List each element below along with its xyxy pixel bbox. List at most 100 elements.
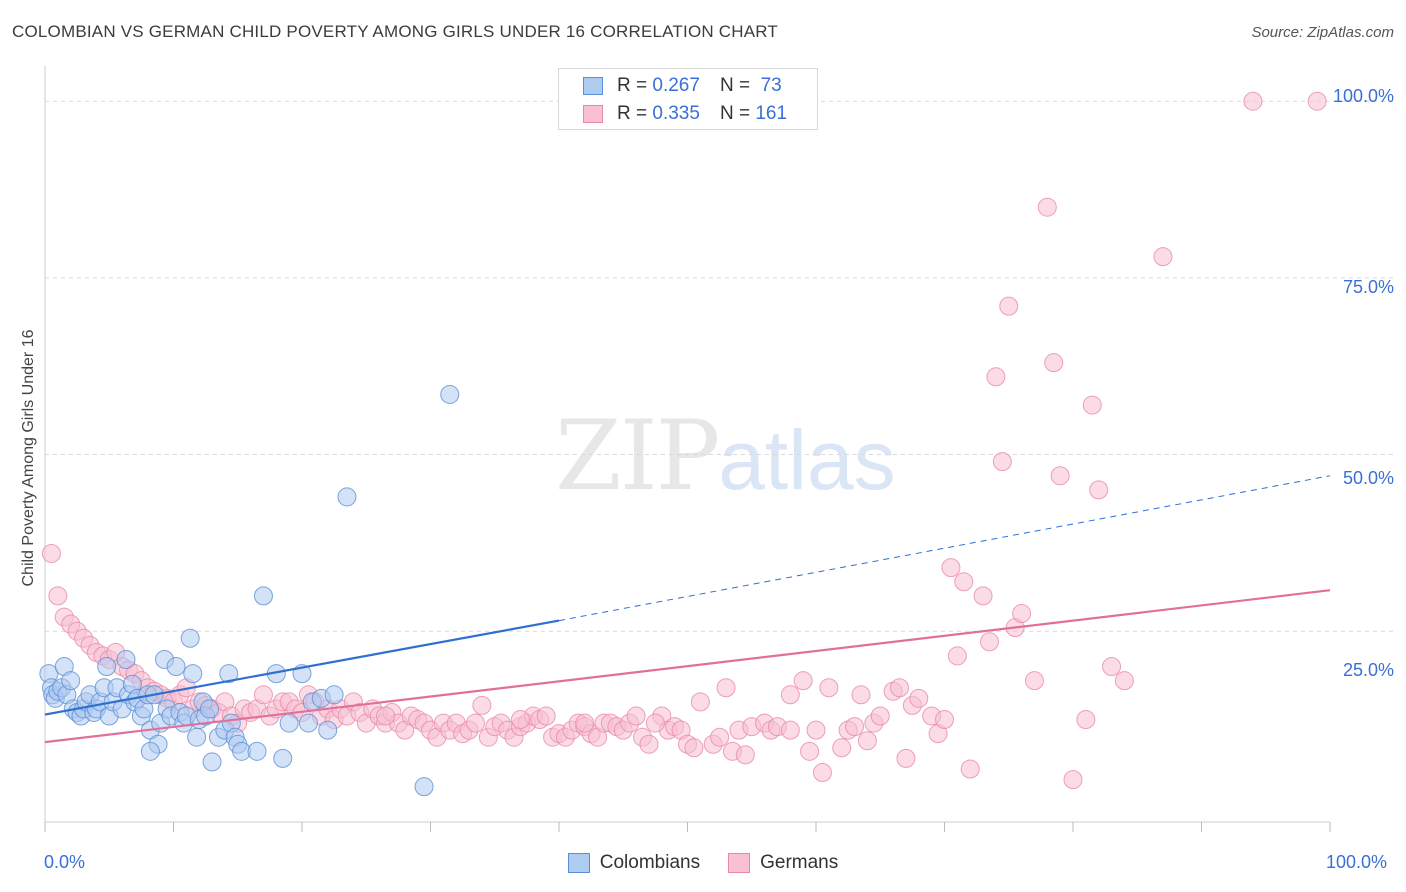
germans-trend-line — [44, 589, 1331, 744]
germans-point — [870, 706, 890, 726]
legend-n-label: N = — [719, 75, 751, 96]
germans-point — [1243, 91, 1263, 111]
legend-item-germans: Germans — [728, 852, 838, 874]
germans-point — [376, 706, 396, 726]
germans-point — [780, 720, 800, 740]
legend-r-label: R = — [617, 103, 648, 124]
germans-point — [472, 695, 492, 715]
legend-swatch-germans — [728, 853, 751, 873]
colombians-point — [140, 741, 160, 761]
germans-point — [935, 710, 954, 730]
germans-point — [1114, 671, 1134, 691]
legend-r-value: 0.267 — [652, 75, 700, 96]
germans-point — [48, 586, 68, 606]
germans-point — [857, 731, 877, 751]
germans-point — [1044, 353, 1064, 373]
watermark-atlas: atlas — [718, 413, 896, 507]
series-legend: Colombians Germans — [0, 852, 1406, 874]
germans-point — [806, 720, 826, 740]
colombians-point — [298, 713, 318, 733]
germans-point — [626, 706, 646, 726]
germans-point — [1050, 466, 1070, 486]
colombians-point — [253, 586, 273, 606]
legend-swatch-germans — [583, 105, 603, 123]
watermark: ZIPatlas — [555, 400, 896, 512]
x-tick-label-max: 100.0% — [1326, 852, 1388, 872]
trend-lines — [44, 475, 1331, 744]
y-tick-label-25: 25.0% — [1342, 660, 1394, 680]
germans-point — [690, 692, 710, 712]
germans-point — [1037, 197, 1057, 217]
germans-point — [536, 706, 556, 726]
legend-label-colombians: Colombians — [599, 852, 701, 873]
germans-point — [1102, 657, 1122, 677]
germans-point — [890, 678, 910, 698]
germans-point — [684, 738, 704, 758]
y-tick-label-50: 50.0% — [1342, 468, 1394, 488]
germans-point — [832, 738, 852, 758]
colombians-point — [97, 657, 117, 677]
colombians-points — [39, 384, 460, 797]
germans-point — [819, 678, 839, 698]
y-tick-label-75: 75.0% — [1342, 277, 1394, 297]
legend-n-value: 73 — [760, 75, 782, 96]
legend-swatch-colombians — [583, 77, 603, 95]
germans-point — [735, 745, 755, 765]
germans-point — [992, 452, 1012, 472]
germans-point — [1307, 91, 1327, 111]
colombians-trend-line — [44, 619, 560, 716]
colombians-point — [318, 720, 338, 740]
germans-point — [1076, 710, 1096, 730]
germans-point — [1024, 671, 1044, 691]
legend-item-colombians: Colombians — [567, 852, 701, 874]
colombians-point — [187, 727, 207, 747]
germans-point — [780, 685, 800, 705]
germans-point — [1012, 604, 1032, 624]
germans-point — [979, 632, 999, 652]
source-label: Source: ZipAtlas.com — [1251, 24, 1394, 41]
watermark-zip: ZIP — [555, 400, 720, 512]
gridlines — [45, 100, 1395, 632]
germans-point — [851, 685, 871, 705]
germans-point — [941, 558, 961, 578]
colombians-point — [440, 384, 460, 404]
colombians-point — [166, 657, 186, 677]
germans-point — [645, 713, 665, 733]
legend-n-value: 161 — [755, 103, 788, 124]
colombians-point — [337, 487, 357, 507]
legend-row-germans: R = 0.335 N = 161 — [583, 102, 787, 126]
germans-point — [947, 646, 967, 666]
germans-point — [710, 727, 730, 747]
germans-point — [716, 678, 736, 698]
germans-point — [812, 763, 832, 783]
colombians-point — [273, 748, 293, 768]
germans-point — [1089, 480, 1109, 500]
germans-point — [896, 748, 916, 768]
legend-r-label: R = — [617, 75, 648, 96]
germans-point — [999, 296, 1019, 316]
germans-points — [41, 91, 1327, 790]
legend-r-value: 0.335 — [652, 103, 700, 124]
colombians-point — [180, 628, 200, 648]
germans-point — [954, 572, 974, 592]
germans-point — [793, 671, 813, 691]
colombians-point — [414, 777, 434, 797]
germans-point — [465, 713, 485, 733]
germans-point — [253, 685, 273, 705]
germans-point — [845, 717, 865, 737]
germans-point — [800, 741, 820, 761]
germans-point — [639, 734, 659, 754]
germans-point — [986, 367, 1006, 387]
colombians-point — [61, 671, 81, 691]
legend-label-germans: Germans — [760, 852, 839, 873]
chart-title: COLOMBIAN VS GERMAN CHILD POVERTY AMONG … — [12, 22, 779, 41]
germans-point — [1063, 770, 1083, 790]
stats-legend: R = 0.267 N = 73 R = 0.335 N = 161 — [558, 68, 818, 130]
germans-point — [1082, 395, 1102, 415]
colombians-point — [247, 741, 267, 761]
colombians-point — [324, 685, 344, 705]
germans-point — [575, 713, 595, 733]
x-tick-label-min: 0.0% — [44, 852, 86, 872]
legend-n-label: N = — [719, 103, 751, 124]
